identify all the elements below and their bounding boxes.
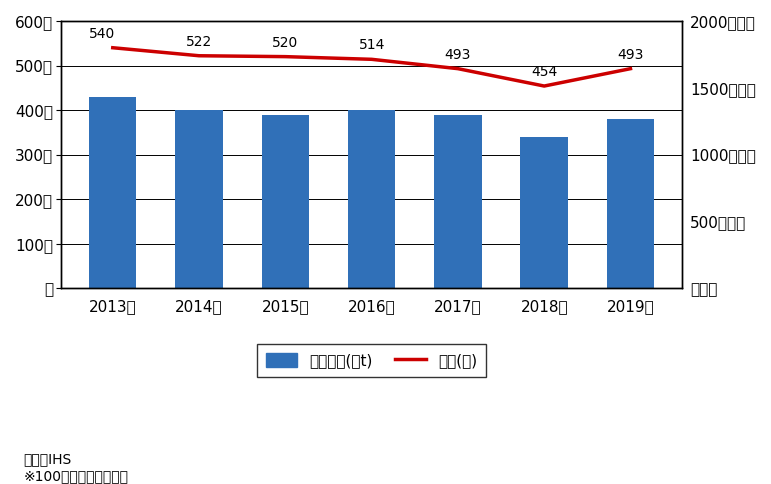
Legend: 総トン数(万t), 隻数(隻): 総トン数(万t), 隻数(隻) bbox=[257, 344, 487, 378]
Text: ※100総トン以上の船舶: ※100総トン以上の船舶 bbox=[23, 469, 128, 484]
Text: 514: 514 bbox=[359, 38, 385, 52]
Bar bbox=[261, 115, 309, 288]
Text: 520: 520 bbox=[272, 36, 298, 50]
Bar bbox=[175, 110, 223, 288]
Bar bbox=[607, 119, 655, 288]
Bar bbox=[434, 115, 482, 288]
Bar bbox=[348, 110, 396, 288]
Text: 454: 454 bbox=[531, 65, 557, 79]
Text: 493: 493 bbox=[445, 48, 471, 62]
Text: 522: 522 bbox=[186, 35, 212, 49]
Text: 資料：IHS: 資料：IHS bbox=[23, 453, 72, 467]
Bar bbox=[520, 137, 568, 288]
Text: 493: 493 bbox=[618, 48, 644, 62]
Text: 540: 540 bbox=[89, 27, 115, 41]
Bar bbox=[89, 97, 136, 288]
